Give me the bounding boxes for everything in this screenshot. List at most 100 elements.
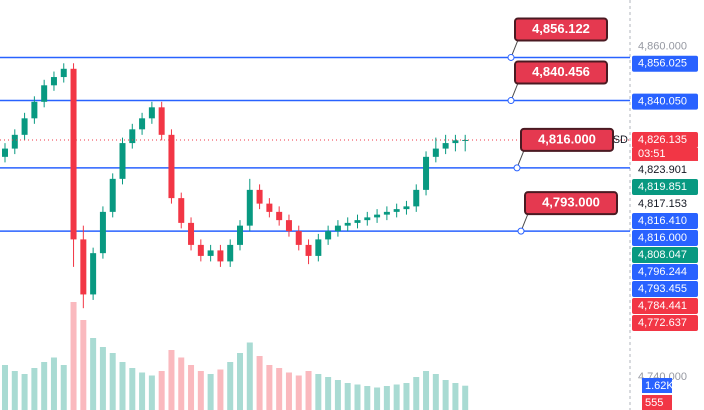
candle-body <box>168 134 175 199</box>
candle-body <box>393 209 400 212</box>
candle-body <box>295 231 302 245</box>
candle-body <box>41 85 48 102</box>
candle-body <box>188 222 195 245</box>
countdown-badge <box>632 147 698 161</box>
volume-bar <box>80 320 87 410</box>
candle-body <box>246 189 253 226</box>
price-label: 4,840.050 <box>638 96 687 108</box>
volume-bar <box>374 387 381 410</box>
volume-bar <box>442 380 449 410</box>
candle-body <box>305 244 312 256</box>
volume-badge <box>642 378 672 393</box>
volume-bar <box>393 384 400 410</box>
volume-bar <box>295 375 302 410</box>
price-label: 4,860.000 <box>638 41 687 53</box>
volume-bar <box>41 362 48 410</box>
price-badge <box>632 38 698 55</box>
callout-dot <box>507 53 515 61</box>
volume-bar <box>11 371 18 410</box>
candle-body <box>119 143 126 179</box>
volume-bar <box>364 386 371 410</box>
price-badge <box>632 246 698 263</box>
candle-body <box>442 143 449 149</box>
candle-body <box>217 250 224 262</box>
candle-body <box>266 203 273 212</box>
volume-badge <box>642 395 672 410</box>
candle-body <box>109 178 116 212</box>
volume-bar <box>158 371 165 410</box>
volume-bar <box>462 385 469 410</box>
candle-body <box>315 239 322 256</box>
candle-body <box>21 118 28 135</box>
callout-dot <box>507 97 515 105</box>
volume-bar <box>344 383 351 410</box>
price-badge <box>632 280 698 297</box>
volume-bar <box>423 371 430 410</box>
volume-bar <box>188 365 195 410</box>
candle-body <box>285 220 292 232</box>
candle-body <box>383 211 390 215</box>
price-badge <box>632 297 698 314</box>
price-label: 4,796.244 <box>638 266 687 278</box>
countdown: 03:51 <box>638 148 666 160</box>
volume-bar <box>285 372 292 410</box>
candle-body <box>256 189 263 204</box>
price-badge <box>632 55 698 72</box>
price-label: 4,772.637 <box>638 317 687 329</box>
candle-body <box>178 198 185 223</box>
candle-body <box>129 129 136 144</box>
volume-bar <box>217 369 224 410</box>
volume-bar <box>139 372 146 410</box>
price-badge <box>632 178 698 195</box>
volume-bar <box>99 347 106 410</box>
candle-body <box>70 68 77 240</box>
price-label: 4,808.047 <box>638 249 687 261</box>
callout-dot <box>513 164 521 172</box>
candle-body <box>452 140 459 144</box>
price-badge <box>632 131 698 148</box>
candle-body <box>432 148 439 157</box>
candle-body <box>31 101 38 119</box>
volume-bar <box>452 383 459 410</box>
price-label: 4,784.441 <box>638 300 687 312</box>
price-label: 4,816.000 <box>638 232 687 244</box>
volume-bar <box>315 374 322 410</box>
candle-body <box>148 107 155 119</box>
candle-body <box>11 134 18 149</box>
volume-bar <box>246 342 253 410</box>
candle-body <box>364 217 371 221</box>
candle-body <box>413 189 420 207</box>
candle-body <box>325 231 332 240</box>
callout-dot <box>517 227 525 235</box>
price-label: 4,793.455 <box>638 283 687 295</box>
candle-body <box>139 118 146 130</box>
candle-body <box>334 225 341 232</box>
callout-label: 4,840.456 <box>532 64 590 79</box>
volume-bar <box>207 374 214 410</box>
volume-bar <box>119 362 126 410</box>
volume-bar <box>413 377 420 410</box>
price-badge <box>632 161 698 178</box>
candle-body <box>2 148 8 157</box>
price-label: 4,826.135 <box>638 134 687 146</box>
candle-body <box>403 206 410 210</box>
volume-bar <box>50 357 57 410</box>
candle-body <box>207 250 214 256</box>
callout-box <box>524 191 618 216</box>
volume-bar <box>305 371 312 410</box>
price-label: 4,823.901 <box>638 164 687 176</box>
candle-body <box>90 253 97 295</box>
volume-bar <box>2 365 8 410</box>
candle-body <box>374 214 381 218</box>
price-label: 4,856.025 <box>638 58 687 70</box>
price-badge <box>632 93 698 110</box>
volume-bar <box>227 362 234 410</box>
candle-body <box>50 77 57 86</box>
callout-box <box>520 127 614 152</box>
volume-bar <box>432 374 439 410</box>
volume-bar <box>129 368 136 410</box>
price-badge <box>632 229 698 246</box>
volume-label: 1.62K <box>645 380 674 392</box>
volume-bar <box>237 353 243 410</box>
